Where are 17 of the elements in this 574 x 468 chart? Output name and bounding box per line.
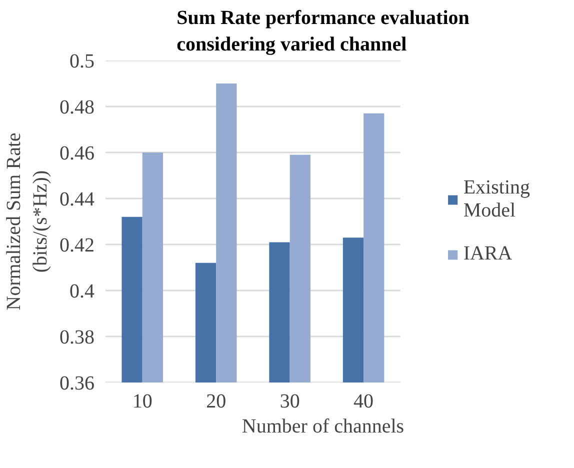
y-tick-label: 0.46 <box>60 142 94 164</box>
y-tick-label: 0.36 <box>60 372 94 394</box>
y-tick-label: 0.48 <box>60 96 94 118</box>
x-tick-label: 40 <box>354 390 374 412</box>
y-axis-title: Normalized Sum Rate (bits/(s*Hz)) <box>3 132 52 310</box>
y-tick-label: 0.44 <box>60 188 94 210</box>
x-axis-title: Number of channels <box>242 416 404 438</box>
y-tick-label: 0.42 <box>60 234 94 256</box>
x-tick-label: 30 <box>280 390 300 412</box>
y-tick-label: 0.4 <box>70 280 94 302</box>
legend-label: IARA <box>463 242 512 266</box>
x-tick-label: 20 <box>206 390 226 412</box>
x-tick-label: 10 <box>132 390 152 412</box>
y-tick-label: 0.38 <box>60 326 94 348</box>
y-tick-label: 0.5 <box>70 50 94 72</box>
chart-title: Sum Rate performance evaluation considering varied channel <box>176 7 470 56</box>
legend-label: Existing Model <box>463 176 530 222</box>
